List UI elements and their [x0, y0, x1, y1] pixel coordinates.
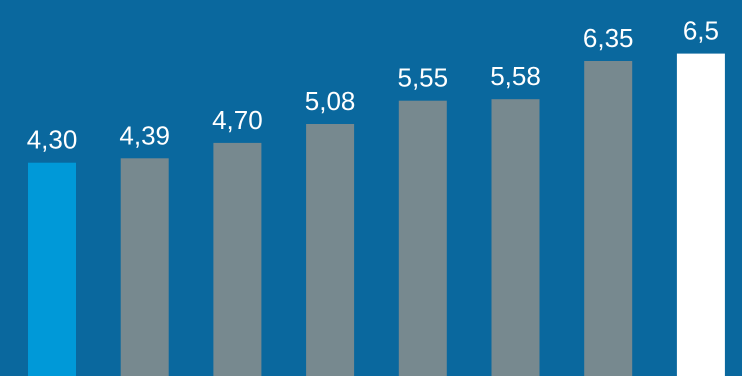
bar-5 [398, 100, 447, 376]
bar-4 [306, 124, 355, 376]
bar-3 [213, 142, 262, 376]
bar-value-label-1: 4,30 [27, 125, 78, 155]
bar-value-label-2: 4,39 [119, 120, 170, 150]
bar-value-label-5: 5,55 [397, 63, 448, 93]
bar-value-label-8: 6,5 [683, 16, 719, 46]
bar-6 [491, 99, 540, 376]
bar-7 [584, 61, 633, 376]
bar-value-label-4: 5,08 [305, 86, 356, 116]
bar-value-label-6: 5,58 [490, 61, 541, 91]
bar-2 [120, 158, 169, 376]
bar-1 [28, 162, 76, 376]
data-labels-group: 4,30 4,39 4,70 5,08 5,55 5,58 6,35 6,5 [27, 16, 719, 155]
bars-group [28, 53, 725, 376]
bar-8 [676, 53, 725, 376]
bar-value-label-3: 4,70 [212, 105, 263, 135]
bar-value-label-7: 6,35 [583, 23, 634, 53]
